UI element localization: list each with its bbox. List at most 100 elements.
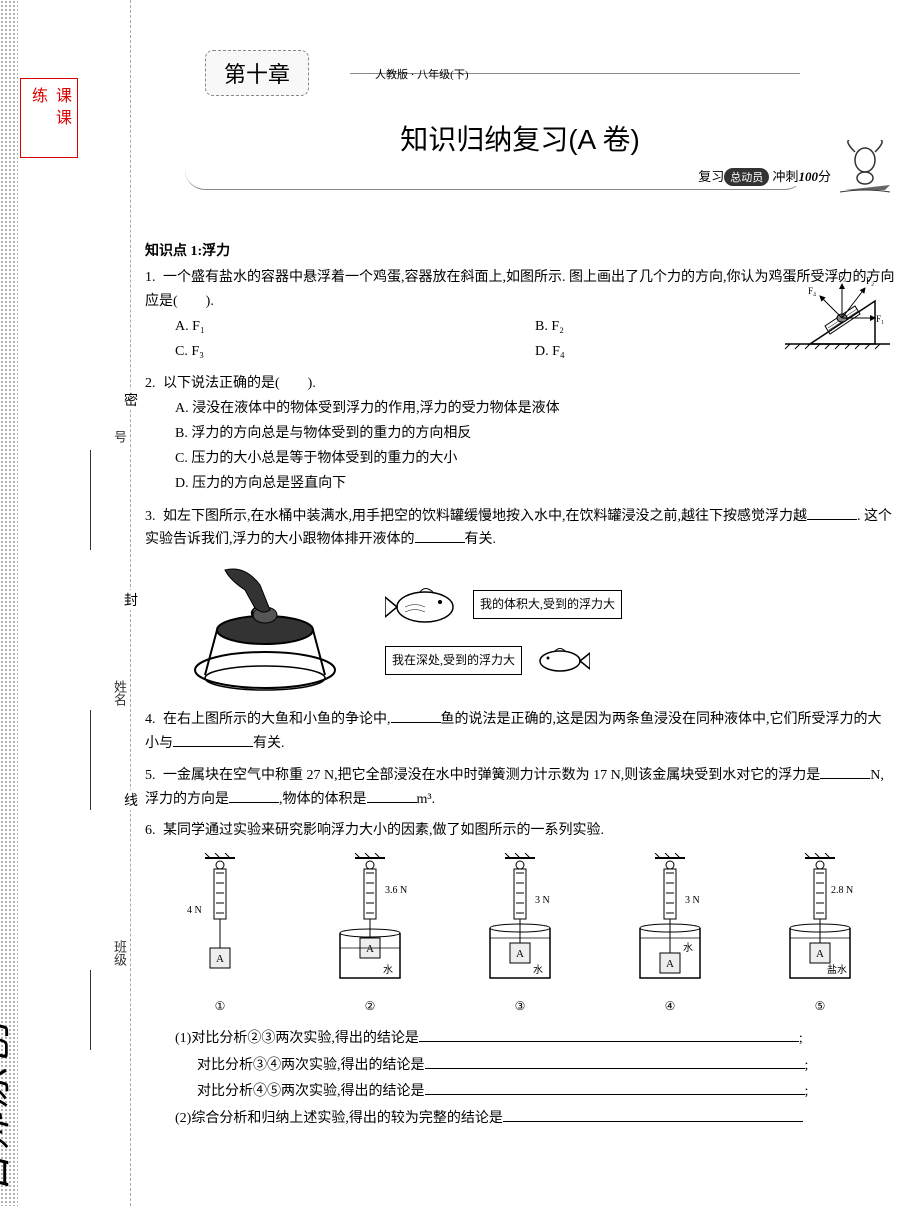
svg-text:水: 水 [383,964,393,976]
q6-sub4: (2)综合分析和归纳上述实验,得出的较为完整的结论是 [175,1111,503,1126]
q5-blank1 [820,765,870,779]
question-4: 4.在右上图所示的大鱼和小鱼的争论中,鱼的说法是正确的,这是因为两条鱼浸没在同种… [145,708,895,756]
edition-text: 人教版 · 八年级(下) [375,66,469,82]
q2-optA: A. 浸没在液体中的物体受到浮力的作用,浮力的受力物体是液体 [175,396,895,421]
q5-t1: 一金属块在空气中称重 27 N,把它全部浸没在水中时弹簧测力计示数为 17 N,… [163,768,820,783]
q3-t3: 有关. [465,532,497,547]
q6-sub2: 对比分析③④两次实验,得出的结论是 [197,1058,425,1073]
main-content: 第十章 人教版 · 八年级(下) 知识归纳复习(A 卷) 复习总动员 冲刺100… [145,50,895,1141]
question-1: 1.一个盛有盐水的容器中悬浮着一个鸡蛋,容器放在斜面上,如图所示. 图上画出了几… [145,266,895,364]
svg-text:F₁: F₁ [876,314,884,324]
footer-slogan: 复习总动员 冲刺100分 [694,166,835,186]
seal-xian: 线 [124,790,138,810]
q5-blank2 [229,789,279,803]
setup1-num: ① [175,996,265,1016]
question-3: 3.如左下图所示,在水桶中装满水,用手把空的饮料罐缓慢地按入水中,在饮料罐浸没之… [145,505,895,701]
setup5-num: ⑤ [775,996,865,1016]
footer-prefix: 复习 [698,169,724,184]
mascot-icon [835,140,895,195]
q6-blank2 [425,1055,805,1069]
svg-text:水: 水 [683,942,693,954]
svg-text:A: A [366,943,374,955]
q5-blank3 [367,789,417,803]
setup-4: A 3 N 水 ④ [625,853,715,1016]
question-2: 2.以下说法正确的是( ). A. 浸没在液体中的物体受到浮力的作用,浮力的受力… [145,372,895,497]
q4-t1: 在右上图所示的大鱼和小鱼的争论中, [163,712,391,727]
svg-text:3.6 N: 3.6 N [385,885,407,896]
q6-blank1 [419,1028,799,1042]
q6-sc1: ; [799,1031,803,1046]
label-name: 姓名 [110,680,129,706]
svg-text:A: A [666,958,674,970]
line-class [90,970,91,1050]
q3-num: 3. [145,505,163,529]
q6-text: 某同学通过实验来研究影响浮力大小的因素,做了如图所示的一系列实验. [163,823,604,838]
setup-1: A 4 N ① [175,853,265,1016]
small-fish-icon [530,643,590,678]
q6-sc2: ; [805,1058,809,1073]
setup-5: A 2.8 N 盐水 ⑤ [775,853,865,1016]
svg-text:F₃: F₃ [838,272,846,282]
left-sidebar: 课课练 号 姓名 班级 [20,0,130,1206]
q3-bucket-figure [175,560,355,700]
q4-blank1 [391,709,441,723]
q2-text: 以下说法正确的是( ). [163,376,316,391]
q2-optC: C. 压力的大小总是等于物体受到的重力的大小 [175,446,895,471]
seal-mi: 密 [124,390,138,410]
setup3-num: ③ [475,996,565,1016]
q3-t1: 如左下图所示,在水桶中装满水,用手把空的饮料罐缓慢地按入水中,在饮料罐浸没之前,… [163,509,807,524]
q2-num: 2. [145,372,163,396]
q2-optB: B. 浮力的方向总是与物体受到的重力的方向相反 [175,421,895,446]
q6-sub1: (1)对比分析②③两次实验,得出的结论是 [175,1031,419,1046]
brand-text: 名师原创 [0,1020,18,1196]
svg-text:水: 水 [533,964,543,976]
q5-t3: ,物体的体积是 [279,792,367,807]
q3-fish-figure: 我的体积大,受到的浮力大 我在深处,受到的浮力大 [385,582,622,678]
q1-optC: C. F₃ [175,339,535,364]
svg-text:4 N: 4 N [187,905,202,916]
svg-text:F₄: F₄ [808,286,816,296]
seal-feng: 封 [124,590,138,610]
q1-optA: A. F₁ [175,314,535,339]
fish-speech-1: 我的体积大,受到的浮力大 [473,590,622,618]
question-5: 5.一金属块在空气中称重 27 N,把它全部浸没在水中时弹簧测力计示数为 17 … [145,764,895,812]
q1-num: 1. [145,266,163,290]
svg-text:盐水: 盐水 [827,963,847,976]
footer-oval: 总动员 [724,168,769,186]
setup4-num: ④ [625,996,715,1016]
q3-blank1 [807,506,857,520]
q3-blank2 [415,529,465,543]
svg-text:F₂: F₂ [866,276,874,286]
svg-text:A: A [216,953,224,965]
question-6: 6.某同学通过实验来研究影响浮力大小的因素,做了如图所示的一系列实验. A 4 … [145,819,895,1132]
q4-num: 4. [145,708,163,732]
q5-t4: m³. [417,792,436,807]
setup2-num: ② [325,996,415,1016]
q6-num: 6. [145,819,163,843]
line-name [90,710,91,810]
svg-text:3 N: 3 N [535,895,550,906]
knowledge-point-1: 知识点 1:浮力 [145,240,895,260]
q6-blank3 [425,1081,805,1095]
fish-speech-2: 我在深处,受到的浮力大 [385,646,522,674]
red-label-box: 课课练 [20,78,78,158]
label-number: 号 [110,430,129,443]
footer-suffix: 分 [818,169,831,184]
svg-text:A: A [516,948,524,960]
q6-sc3: ; [805,1084,809,1099]
q2-optD: D. 压力的方向总是竖直向下 [175,471,895,496]
q4-blank2 [173,733,253,747]
svg-text:2.8 N: 2.8 N [831,885,853,896]
q6-sub3: 对比分析④⑤两次实验,得出的结论是 [197,1084,425,1099]
setup-3: A 3 N 水 ③ [475,853,565,1016]
line-num [90,450,91,550]
chapter-tag: 第十章 [205,50,309,96]
chapter-header: 第十章 人教版 · 八年级(下) 知识归纳复习(A 卷) 复习总动员 冲刺100… [145,50,895,220]
footer-mid: 冲刺 [769,169,798,184]
setup-2: A 3.6 N 水 ② [325,853,415,1016]
q1-figure: F₁ F₂ F₃ F₄ [780,266,895,351]
q4-t3: 有关. [253,736,285,751]
q6-figure-row: A 4 N ① A 3.6 N [145,853,895,1016]
svg-text:3 N: 3 N [685,895,700,906]
footer-score: 100 [798,169,818,184]
